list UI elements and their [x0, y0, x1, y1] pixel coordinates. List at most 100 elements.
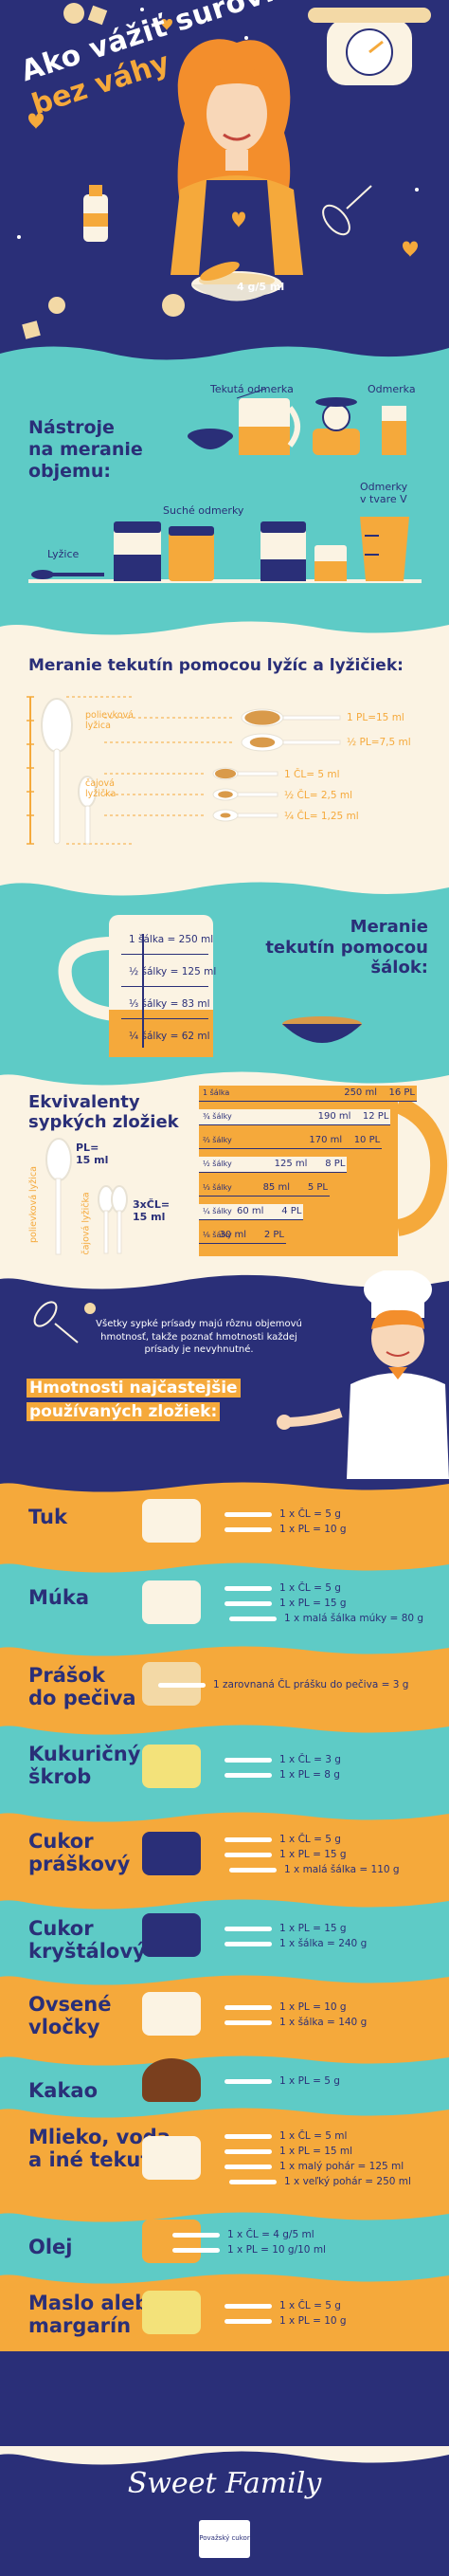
graduated-cylinder-icon [382, 406, 406, 455]
chef-note-line2: hmotnosť, takže poznať hmotnosti každej [100, 1331, 297, 1343]
star-icon [244, 36, 248, 40]
teaspoon-icon [78, 776, 97, 845]
spoon-icon [224, 1511, 272, 1517]
spoons-label: Lyžice [47, 548, 80, 560]
chef-note-line1: Všetky sypké prísady majú rôznu objemovú [96, 1319, 302, 1329]
cl-equivalence-line2: 15 ml [133, 1210, 166, 1223]
teaspoon-icon [98, 1185, 128, 1254]
spoons-heading: Meranie tekutín pomocou lyžíc a lyžičiek… [28, 656, 404, 675]
ingredient-name: Maslo alebo margarín [28, 2292, 163, 2337]
dry-row-cup: ¼ šálky [203, 1207, 232, 1215]
ingredient-measure: 1 x ČL = 5 g [279, 1507, 341, 1520]
ingredient-name-line1: Múka [28, 1586, 89, 1609]
dry-row-ml: 85 ml [262, 1182, 290, 1193]
ingredient-measure: 1 x PL = 15 g [279, 1849, 347, 1860]
spoon-icon [224, 1837, 272, 1842]
cup-row-label: 1 šálka = 250 ml [121, 923, 213, 955]
spoon-row-icon [104, 788, 278, 801]
povazsky-cukor-badge: Považský cukor [199, 2520, 250, 2558]
cup-rows: 1 šálka = 250 ml ½ šálky = 125 ml ⅓ šálk… [121, 923, 216, 1051]
cups-heading-line2: tekutín pomocou [265, 937, 428, 958]
ingredient-name-line1: Ovsené [28, 1993, 112, 2016]
ingredient-name-line1: Kakao [28, 2079, 99, 2102]
dry-row: ¼ šálky 60 ml 4 PL [199, 1200, 417, 1224]
ingredient-section: Kakao 1 x PL = 5 g [0, 2053, 449, 2105]
teaspoon-label: čajová lyžička [85, 778, 116, 800]
dry-row: ⅛ šálky 30 ml 2 PL [199, 1224, 417, 1248]
wave-divider [0, 1067, 449, 1086]
pl-equivalence-line1: PL= [76, 1142, 99, 1154]
spice-bowl-icon [188, 429, 233, 449]
spoon-icon [31, 570, 104, 579]
heart-icon [28, 113, 44, 129]
spoon-icon [229, 1617, 277, 1621]
dry-row-bar [199, 1109, 391, 1125]
ingredient-measure: 1 x PL = 5 g [279, 2074, 340, 2087]
tablespoon-label-line1: polievková [85, 710, 135, 721]
ingredient-name-line2: do pečiva [28, 1687, 136, 1710]
spoon-icon [224, 1586, 272, 1591]
ingredient-section: Cukor práškový 1 x ČL = 5 g 1 x PL = 15 g 1 … [0, 1809, 449, 1896]
ingredient-measure: 1 x ČL = 5 g [279, 1582, 341, 1594]
dry-row-cup: ½ šálky [203, 1160, 232, 1168]
v-cups-label: Odmerky v tvare V [360, 481, 407, 505]
dry-row-pl: 2 PL [263, 1230, 284, 1240]
wave-divider [0, 1560, 449, 1573]
ingredient-name-line1: Olej [28, 2236, 73, 2258]
wave-divider [0, 1270, 449, 1289]
spoon-row-label: ½ PL=7,5 ml [347, 737, 411, 748]
cracker-icon [22, 320, 41, 339]
ingredient-name-line1: Cukor [28, 1830, 94, 1853]
chef-illustration-figure [277, 1270, 449, 1479]
wave-divider [0, 1972, 449, 1985]
dry-row-pl: 4 PL [281, 1206, 302, 1216]
cookie-icon [84, 1303, 96, 1314]
ingredient-icon [142, 1832, 201, 1875]
cookie-icon [48, 297, 65, 314]
dry-table: 1 šálka 250 ml 16 PL ¾ šálky 190 ml 12 PL ⅔ šá… [199, 1082, 417, 1248]
cups-heading-line1: Meranie [350, 917, 428, 937]
dry-row-cup: ⅛ šálky [203, 1231, 232, 1239]
dry-row-bar [199, 1228, 286, 1244]
ingredient-icon [142, 2057, 201, 2102]
ingredient-icon [142, 2136, 201, 2180]
spoon-icon [172, 2247, 220, 2253]
ingredient-measure: 1 x ČL = 5 g [279, 2299, 341, 2311]
ingredient-name: Kukuričný škrob [28, 1743, 140, 1788]
ingredient-icon [142, 1913, 201, 1957]
dry-row-ml: 250 ml [344, 1087, 377, 1098]
ingredient-name-line1: Cukor [28, 1917, 94, 1940]
chef-note-line3: prísady je nevyhnutné. [144, 1344, 254, 1355]
ingredient-section: Tuk 1 x ČL = 5 g 1 x PL = 10 g [0, 1479, 449, 1560]
ingredient-section: Maslo alebo margarín 1 x ČL = 5 g 1 x PL = … [0, 2271, 449, 2351]
dry-row: ⅔ šálky 170 ml 10 PL [199, 1129, 417, 1153]
wave-divider [0, 1643, 449, 1656]
dry-heading-line2: sypkých zložiek [28, 1111, 179, 1132]
dry-row-pl: 5 PL [307, 1182, 328, 1193]
scale-icon [313, 397, 360, 455]
whisk-icon [33, 1301, 79, 1343]
spoon-icon [229, 2180, 277, 2184]
cups-heading-line3: šálok: [370, 958, 428, 978]
ingredient-measure: 1 x PL = 10 g [279, 2001, 347, 2013]
ingredient-measure: 1 x šálka = 240 g [279, 1938, 368, 1949]
baker-woman-illustration [171, 39, 303, 301]
spoon-icon [224, 1758, 272, 1763]
pl-equivalence: PL= 15 ml [76, 1142, 108, 1166]
ingredient-measure: 1 x PL = 15 g [279, 1598, 347, 1609]
kitchen-scale-icon [308, 8, 431, 85]
ingredient-icon [142, 1498, 201, 1543]
ingredient-measure: 1 x PL = 8 g [279, 1769, 340, 1781]
spoon-icon [172, 2232, 220, 2238]
tools-heading-line3: objemu: [28, 460, 111, 482]
ingredient-section: Múka 1 x ČL = 5 g 1 x PL = 15 g 1 x malá šá… [0, 1560, 449, 1643]
dry-row: 1 šálka 250 ml 16 PL [199, 1082, 417, 1105]
wave-divider [0, 2053, 449, 2066]
dry-row-cup: ⅔ šálky [203, 1136, 232, 1144]
cl-equivalence: 3xČL= 15 ml [133, 1198, 170, 1223]
wave-divider [0, 1722, 449, 1735]
spoon-icon [224, 2318, 272, 2324]
wave-divider [0, 1479, 449, 1492]
dry-row-bar [199, 1180, 330, 1197]
